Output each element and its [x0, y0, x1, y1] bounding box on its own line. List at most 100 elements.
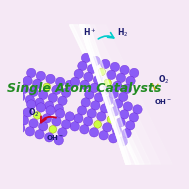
Circle shape — [74, 114, 83, 123]
Circle shape — [54, 136, 64, 145]
Circle shape — [87, 64, 97, 74]
Circle shape — [46, 106, 55, 115]
Circle shape — [122, 129, 131, 138]
Circle shape — [99, 86, 109, 95]
Circle shape — [113, 81, 122, 91]
Circle shape — [87, 109, 96, 118]
Polygon shape — [69, 25, 151, 164]
Circle shape — [125, 121, 135, 130]
Circle shape — [83, 117, 93, 126]
Circle shape — [103, 123, 112, 132]
Circle shape — [70, 77, 80, 87]
Circle shape — [126, 76, 135, 86]
Circle shape — [45, 101, 54, 110]
Polygon shape — [79, 25, 131, 164]
Text: OH$^-$: OH$^-$ — [154, 97, 172, 106]
Circle shape — [61, 120, 71, 129]
Polygon shape — [79, 25, 136, 164]
Circle shape — [25, 127, 35, 136]
Circle shape — [65, 80, 74, 90]
Circle shape — [98, 68, 105, 76]
Circle shape — [104, 96, 113, 105]
Circle shape — [116, 118, 125, 127]
Circle shape — [104, 79, 112, 87]
Circle shape — [19, 116, 29, 125]
Circle shape — [33, 79, 42, 88]
Circle shape — [109, 89, 118, 98]
Circle shape — [25, 95, 35, 105]
Circle shape — [36, 71, 46, 81]
Circle shape — [29, 119, 38, 128]
Circle shape — [39, 122, 48, 131]
Circle shape — [80, 80, 89, 90]
Polygon shape — [69, 25, 139, 164]
Circle shape — [107, 116, 115, 123]
Circle shape — [85, 90, 94, 99]
Text: Single Atom Catalysts: Single Atom Catalysts — [7, 82, 162, 95]
Circle shape — [89, 128, 99, 137]
Circle shape — [39, 90, 48, 99]
Text: OH$^-$: OH$^-$ — [46, 133, 64, 142]
Circle shape — [97, 112, 106, 121]
Circle shape — [91, 56, 100, 66]
Circle shape — [65, 112, 74, 121]
Circle shape — [109, 134, 118, 143]
Polygon shape — [79, 25, 128, 164]
Circle shape — [93, 75, 103, 84]
Circle shape — [129, 113, 139, 122]
Circle shape — [112, 126, 122, 135]
Circle shape — [99, 131, 108, 140]
Circle shape — [54, 104, 64, 113]
Circle shape — [23, 76, 32, 86]
Circle shape — [110, 107, 119, 116]
Circle shape — [120, 110, 129, 119]
Polygon shape — [69, 25, 172, 164]
Circle shape — [46, 74, 55, 84]
Text: H$^+$: H$^+$ — [83, 26, 96, 38]
Circle shape — [27, 68, 36, 77]
Circle shape — [23, 108, 32, 117]
Circle shape — [61, 88, 71, 98]
Circle shape — [119, 92, 128, 101]
Circle shape — [107, 70, 116, 80]
Circle shape — [94, 93, 104, 102]
Circle shape — [118, 137, 128, 146]
Circle shape — [101, 59, 110, 69]
Circle shape — [123, 102, 132, 111]
Circle shape — [19, 84, 29, 94]
Circle shape — [16, 124, 25, 133]
Circle shape — [45, 133, 54, 142]
Circle shape — [52, 85, 61, 94]
Circle shape — [94, 121, 101, 128]
Circle shape — [80, 125, 89, 134]
Circle shape — [36, 103, 46, 112]
Circle shape — [110, 62, 120, 72]
Circle shape — [58, 128, 67, 137]
Circle shape — [58, 96, 67, 105]
Circle shape — [35, 130, 44, 139]
Circle shape — [33, 112, 41, 119]
Circle shape — [16, 92, 25, 101]
Circle shape — [78, 61, 87, 70]
Circle shape — [29, 87, 38, 97]
Circle shape — [129, 68, 139, 77]
Circle shape — [81, 53, 91, 63]
Circle shape — [74, 69, 83, 79]
Circle shape — [70, 122, 79, 131]
Circle shape — [122, 84, 132, 94]
Text: O$_2$: O$_2$ — [28, 106, 40, 119]
Circle shape — [91, 101, 100, 110]
Circle shape — [35, 98, 44, 108]
Text: H$_2$: H$_2$ — [117, 26, 128, 39]
Circle shape — [49, 125, 57, 133]
Polygon shape — [69, 25, 144, 164]
Polygon shape — [69, 25, 161, 164]
Circle shape — [52, 117, 61, 126]
Circle shape — [114, 99, 123, 108]
Circle shape — [77, 106, 87, 115]
Circle shape — [90, 83, 99, 92]
Circle shape — [42, 114, 51, 123]
Text: O$_2$: O$_2$ — [157, 73, 169, 86]
Circle shape — [100, 104, 110, 113]
Circle shape — [27, 100, 36, 109]
